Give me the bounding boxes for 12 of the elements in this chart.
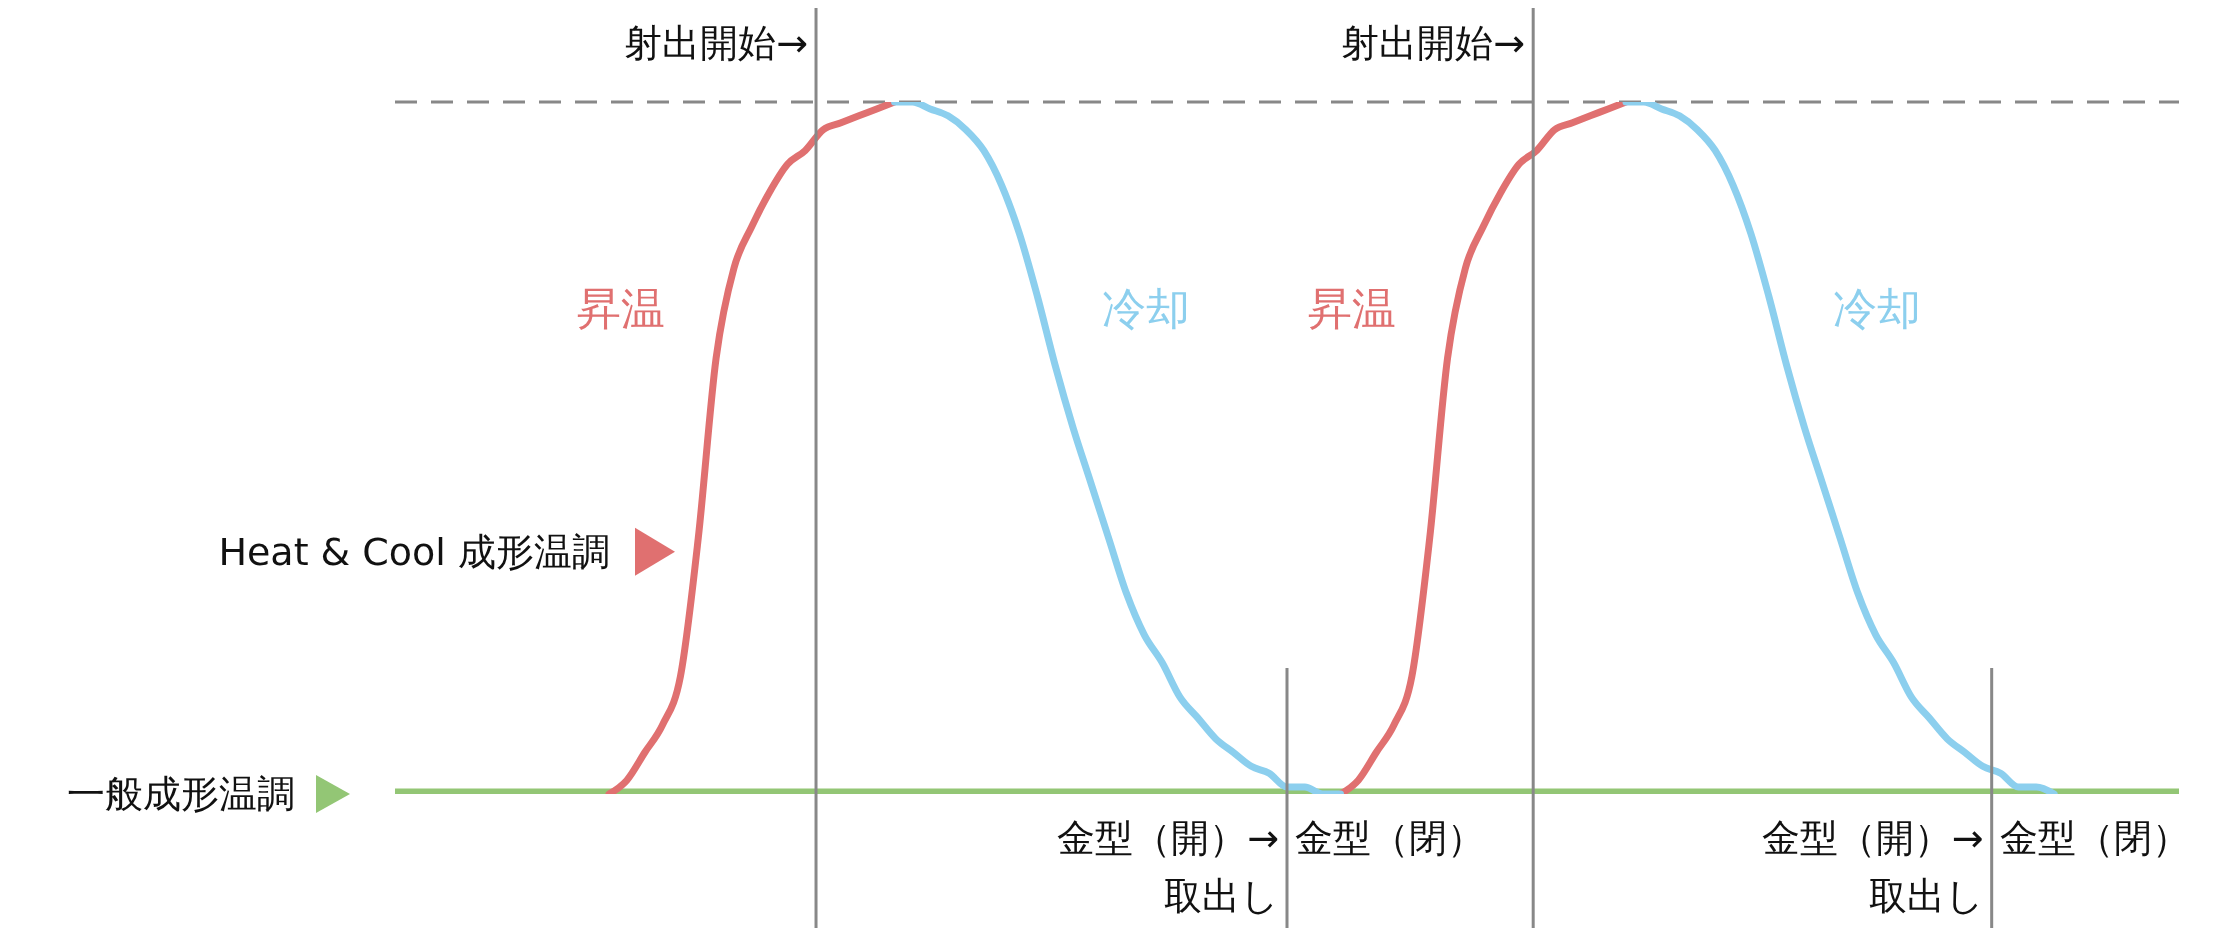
annotation: Heat & Cool 成形温調: [218, 529, 610, 574]
text: 金型（開）→ 取出し: [1057, 816, 1279, 918]
text: 昇温: [576, 282, 665, 334]
series-label: 冷却: [1101, 282, 1190, 334]
text: 金型（開）→ 取出し: [1761, 816, 1984, 918]
text: 射出開始→: [624, 21, 809, 65]
text: 金型（閉）: [1999, 816, 2190, 860]
text: 射出開始→: [1341, 21, 1526, 65]
series-label: 昇温: [1308, 282, 1397, 334]
legend-label: 一般成形温調: [67, 772, 295, 816]
text: 冷却: [1833, 282, 1922, 334]
text: 金型（閉）: [1295, 816, 1485, 860]
